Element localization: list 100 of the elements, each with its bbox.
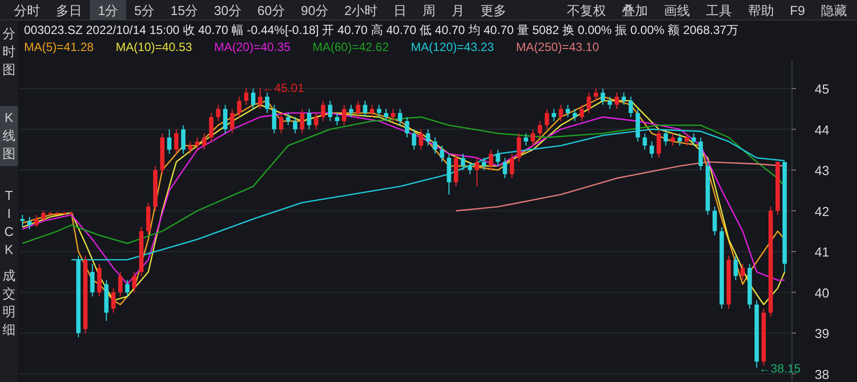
text: MA(20)=40.35 xyxy=(214,40,291,54)
candlestick xyxy=(516,132,522,162)
candlestick xyxy=(496,149,500,166)
candlestick xyxy=(300,108,304,134)
candlestick xyxy=(181,124,186,154)
candlestick xyxy=(418,128,424,150)
candlestick xyxy=(628,96,633,118)
candlestick xyxy=(594,88,598,102)
text: 30分 xyxy=(214,3,242,18)
candlestick xyxy=(209,112,214,142)
candlestick xyxy=(650,141,654,158)
candlestick xyxy=(348,104,354,118)
text: 成交明细 xyxy=(2,268,16,337)
candlestick xyxy=(426,128,430,146)
candlestick xyxy=(538,120,542,138)
candlestick xyxy=(202,132,206,150)
candlestick xyxy=(566,104,570,118)
text: 帮助 xyxy=(748,3,774,18)
text: 60分 xyxy=(257,3,285,18)
text: F9 xyxy=(790,3,805,18)
candlestick xyxy=(272,104,276,134)
text: 日 xyxy=(394,3,407,18)
candlestick xyxy=(712,206,717,236)
text: TICK xyxy=(4,188,14,257)
candlestick xyxy=(292,116,298,134)
y-tick-label: 45 xyxy=(814,82,830,97)
text: MA(10)=40.53 xyxy=(116,40,192,54)
candlestick xyxy=(460,153,466,171)
candlestick xyxy=(544,108,550,130)
candlestick xyxy=(237,96,242,118)
text: 15分 xyxy=(170,3,198,18)
candlestick xyxy=(279,112,284,134)
candlestick xyxy=(370,104,374,118)
candlestick xyxy=(390,108,396,122)
candlestick xyxy=(314,112,318,130)
text: 不复权 xyxy=(566,3,606,18)
candlestick xyxy=(524,132,528,146)
y-tick-label: 39 xyxy=(814,326,830,342)
text: 1分 xyxy=(98,3,118,18)
annotation: ←45.01 xyxy=(262,81,305,96)
candlestick xyxy=(608,96,612,110)
candlestick xyxy=(174,128,178,154)
candlestick xyxy=(552,108,556,122)
candlestick xyxy=(90,263,95,297)
candlestick xyxy=(125,280,130,297)
candlestick xyxy=(334,112,340,126)
candlestick xyxy=(474,157,480,187)
candlestick xyxy=(622,92,626,106)
y-tick-label: 41 xyxy=(814,244,830,260)
candlestick xyxy=(468,161,472,175)
candlestick xyxy=(530,128,536,146)
candlestick xyxy=(678,132,682,146)
text: 画线 xyxy=(664,3,690,18)
text: MA(250)=43.10 xyxy=(516,40,600,54)
candlestick xyxy=(258,88,262,110)
text: 分时 xyxy=(14,3,40,18)
text: 90分 xyxy=(300,3,328,18)
candlestick xyxy=(600,88,606,106)
candlestick xyxy=(586,92,592,114)
candlestick xyxy=(306,108,312,130)
candlestick xyxy=(223,104,228,134)
text: 隐藏 xyxy=(821,3,847,18)
text: 周 xyxy=(422,3,436,18)
candlestick xyxy=(34,214,39,228)
candlestick xyxy=(320,100,326,122)
y-tick-label: 43 xyxy=(814,163,830,178)
candlestick xyxy=(440,145,444,162)
text: 更多 xyxy=(480,3,507,18)
candlestick xyxy=(286,112,290,126)
candlestick xyxy=(356,100,360,118)
text: 5分 xyxy=(134,3,154,18)
candlestick xyxy=(684,132,689,146)
candlestick xyxy=(580,104,584,122)
candlestick xyxy=(572,108,578,122)
candlestick xyxy=(488,149,494,171)
candlestick xyxy=(342,104,346,126)
candlestick xyxy=(642,132,647,150)
y-tick-label: 42 xyxy=(814,204,830,219)
text: 2小时 xyxy=(344,3,378,18)
text: 多日 xyxy=(56,3,82,18)
candlestick xyxy=(432,136,438,154)
text: 叠加 xyxy=(622,3,648,18)
candlestick xyxy=(384,108,388,122)
candlestick xyxy=(412,128,416,150)
candlestick xyxy=(398,108,402,126)
text: 月 xyxy=(452,3,465,18)
candlestick xyxy=(20,214,25,228)
candlestick xyxy=(167,128,172,154)
chart-title: 003023.SZ 2022/10/14 15:00 收 40.70 幅 -0.44%[-0.18] 开 40.70 高 40.70 低 40.70 均 40.70 量 5082 换 0.00% 振 0.00% 额 2068.37万 xyxy=(24,23,738,37)
text: K线图 xyxy=(2,110,16,161)
candlestick xyxy=(664,128,668,146)
y-tick-label: 44 xyxy=(814,122,830,138)
text: 工具 xyxy=(706,3,732,18)
candlestick xyxy=(656,128,661,158)
candlestick xyxy=(740,263,745,281)
text: MA(120)=43.23 xyxy=(410,40,494,54)
candlestick xyxy=(244,88,248,106)
candlestick xyxy=(195,136,200,150)
candlestick xyxy=(132,271,136,293)
candlestick xyxy=(230,108,234,134)
